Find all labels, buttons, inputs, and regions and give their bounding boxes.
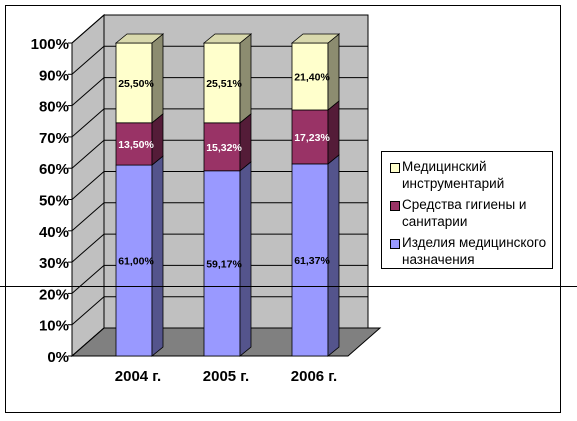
- data-label: 21,40%: [294, 71, 330, 83]
- data-label: 61,00%: [118, 256, 154, 268]
- legend-swatch-hygiene: [390, 201, 400, 211]
- bar-segment-front: [291, 163, 329, 357]
- data-label: 25,51%: [206, 78, 242, 90]
- gridline-side: [71, 202, 105, 232]
- y-tick-label: 20%: [39, 286, 69, 303]
- legend: Медицинский инструментарий Средства гиги…: [381, 151, 553, 269]
- y-tick-label: 90%: [39, 67, 69, 84]
- y-tick-label: 0%: [47, 349, 69, 366]
- bar-top: [202, 33, 253, 44]
- legend-label-medical-products: Изделия медицинского назначения: [402, 235, 547, 267]
- y-tick-label: 80%: [39, 99, 69, 116]
- legend-item-instruments: Медицинский инструментарий: [390, 158, 552, 194]
- y-tick-label: 60%: [39, 161, 69, 178]
- legend-label-instruments: Медицинский инструментарий: [402, 159, 505, 191]
- y-tick-label: 70%: [39, 130, 69, 147]
- y-tick-label: 30%: [39, 255, 69, 272]
- legend-item-hygiene: Средства гигиены и санитарии: [390, 196, 552, 232]
- gridline-side: [71, 171, 105, 200]
- gridline-side: [71, 233, 105, 263]
- data-label: 25,50%: [118, 78, 154, 90]
- chart-frame: [5, 5, 561, 413]
- legend-item-medical-products: Изделия медицинского назначения: [390, 234, 552, 270]
- gridline-side: [71, 45, 105, 75]
- bar-top: [114, 33, 165, 44]
- bar-segment-front: [291, 109, 329, 165]
- data-label: 13,50%: [118, 139, 154, 151]
- gridline-side: [71, 296, 105, 326]
- divider-line: [0, 286, 577, 287]
- gridline-side: [71, 14, 105, 44]
- x-tick-label: 2005 г.: [203, 368, 249, 385]
- gridline-side: [71, 327, 105, 357]
- gridline-side: [71, 77, 105, 106]
- data-label: 17,23%: [294, 132, 330, 144]
- gridline-side: [71, 265, 105, 294]
- legend-swatch-instruments: [390, 163, 400, 173]
- bar-segment-front: [203, 122, 241, 172]
- y-tick-label: 100%: [31, 36, 69, 53]
- gridline-side: [71, 108, 105, 138]
- data-label: 61,37%: [294, 255, 330, 267]
- bar-top: [290, 33, 341, 44]
- legend-label-hygiene: Средства гигиены и санитарии: [402, 197, 527, 229]
- gridline-side: [71, 139, 105, 169]
- bar-segment-front: [203, 170, 241, 357]
- x-tick-label: 2006 г.: [291, 368, 337, 385]
- x-tick-label: 2004 г.: [115, 368, 161, 385]
- y-tick-label: 50%: [39, 193, 69, 210]
- data-label: 59,17%: [206, 258, 242, 270]
- y-tick-label: 40%: [39, 224, 69, 241]
- y-tick-label: 10%: [39, 318, 69, 335]
- legend-swatch-medical-products: [390, 239, 400, 249]
- bar-segment-front: [203, 42, 241, 124]
- bar-segment-front: [115, 42, 153, 124]
- data-label: 15,32%: [206, 142, 242, 154]
